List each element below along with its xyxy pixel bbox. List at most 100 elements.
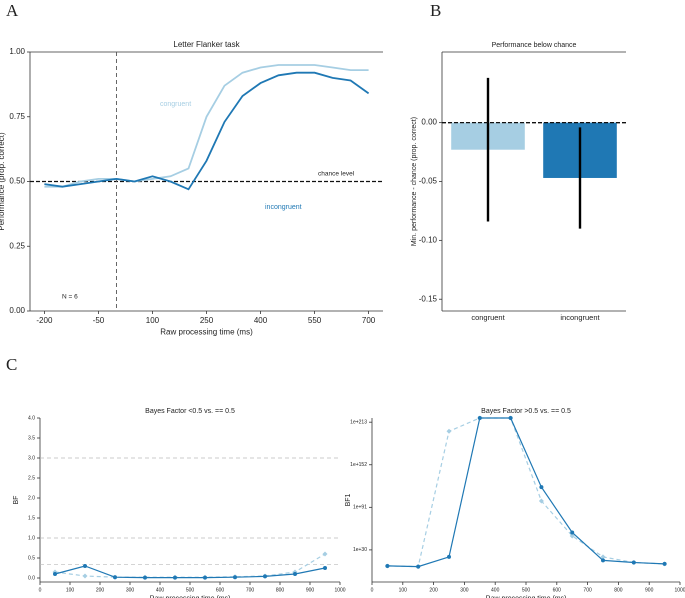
y-tick-label: 0.00 <box>421 118 437 127</box>
point <box>203 575 207 580</box>
point <box>538 498 544 504</box>
chart-title: Bayes Factor <0.5 vs. == 0.5 <box>145 408 235 415</box>
panel-label: C <box>6 355 17 374</box>
x-tick-label: 800 <box>614 587 623 593</box>
y-tick-label: 3.5 <box>28 435 35 441</box>
x-tick-label: 800 <box>276 587 285 593</box>
x-tick-label: congruent <box>471 313 505 322</box>
point <box>83 564 87 568</box>
series-line <box>44 71 370 191</box>
y-tick-label: 0.0 <box>28 575 35 581</box>
chart-title: Letter Flanker task <box>173 40 240 49</box>
y-tick-label: 4.0 <box>28 415 35 421</box>
y-tick-label: 2.0 <box>28 495 35 501</box>
x-tick-label: 500 <box>186 587 195 593</box>
x-tick-label: 100 <box>66 587 75 593</box>
x-tick-label: 0 <box>39 587 42 593</box>
point <box>322 551 328 557</box>
x-tick-label: 900 <box>645 587 654 593</box>
panel-label: A <box>6 1 19 20</box>
x-axis-label: Raw processing time (ms) <box>150 595 231 598</box>
series-line <box>44 64 369 188</box>
y-tick-label: 0.50 <box>9 177 25 186</box>
y-tick-label: 3.0 <box>28 455 35 461</box>
y-tick-label: 0.5 <box>28 555 35 561</box>
x-axis-label: Raw processing time (ms) <box>486 595 567 598</box>
x-tick-label: 1000 <box>674 587 685 593</box>
annotation: N = 6 <box>62 294 78 301</box>
point <box>662 561 667 566</box>
x-tick-label: 1000 <box>334 587 345 593</box>
point <box>263 574 267 579</box>
point <box>569 533 575 539</box>
point <box>539 485 544 490</box>
point <box>600 554 606 560</box>
point <box>447 554 451 559</box>
annotation: chance level <box>318 171 355 178</box>
panel-label: B <box>430 1 441 20</box>
point <box>416 564 421 569</box>
y-tick-label: 2.5 <box>28 475 35 481</box>
series-line <box>387 417 665 568</box>
y-tick-label: 1e+30 <box>353 547 367 553</box>
x-tick-label: 400 <box>156 587 165 593</box>
y-tick-label: -0.10 <box>419 235 438 244</box>
point <box>570 530 575 535</box>
x-tick-label: 200 <box>429 587 438 593</box>
x-axis-label: Raw processing time (ms) <box>160 328 253 337</box>
point <box>173 575 177 580</box>
series-label: incongruent <box>265 204 302 211</box>
x-tick-label: 300 <box>460 587 469 593</box>
x-tick-label: 550 <box>308 316 322 325</box>
x-tick-label: 700 <box>246 587 255 593</box>
y-axis-label: Min. performance - chance (prop. correct… <box>411 117 418 246</box>
point <box>82 573 88 579</box>
y-tick-label: 1e+213 <box>350 420 367 426</box>
y-tick-label: 1.5 <box>28 515 35 521</box>
x-tick-label: 300 <box>126 587 135 593</box>
point <box>601 558 605 563</box>
point <box>631 560 636 565</box>
point <box>53 572 57 576</box>
x-tick-label: incongruent <box>560 313 600 322</box>
y-axis-label: Performance (prop. correct) <box>0 132 6 231</box>
series-line <box>54 565 326 579</box>
series-line <box>387 417 665 568</box>
y-tick-label: 1e+91 <box>353 505 367 511</box>
point <box>385 563 390 568</box>
y-tick-label: 1e+152 <box>350 462 367 468</box>
x-tick-label: -200 <box>36 316 53 325</box>
chart-title: Bayes Factor >0.5 vs. == 0.5 <box>481 408 571 415</box>
point <box>143 575 147 580</box>
x-tick-label: 200 <box>96 587 105 593</box>
x-tick-label: 700 <box>362 316 376 325</box>
x-tick-label: 500 <box>522 587 531 593</box>
chart-title: Performance below chance <box>492 42 577 49</box>
series-line <box>54 553 326 578</box>
y-tick-label: 0.00 <box>9 306 25 315</box>
y-tick-label: 1.00 <box>9 47 25 56</box>
y-tick-label: 0.75 <box>9 112 25 121</box>
point <box>323 566 327 570</box>
x-tick-label: 100 <box>146 316 160 325</box>
y-tick-label: -0.15 <box>419 294 438 303</box>
x-tick-label: 600 <box>216 587 225 593</box>
series-label: congruent <box>160 101 191 108</box>
y-axis-label: BF1 <box>345 493 352 506</box>
x-tick-label: 900 <box>306 587 315 593</box>
y-tick-label: 1.0 <box>28 535 35 541</box>
y-tick-label: 0.25 <box>9 241 25 250</box>
y-tick-label: -0.05 <box>419 177 438 186</box>
x-tick-label: 600 <box>553 587 562 593</box>
point <box>508 416 513 420</box>
y-axis-label: BF <box>13 496 20 505</box>
x-tick-label: 250 <box>200 316 214 325</box>
x-tick-label: -50 <box>93 316 105 325</box>
x-tick-label: 0 <box>371 587 374 593</box>
point <box>233 575 237 580</box>
x-tick-label: 700 <box>583 587 592 593</box>
x-tick-label: 400 <box>254 316 268 325</box>
point <box>293 572 297 576</box>
x-tick-label: 400 <box>491 587 500 593</box>
